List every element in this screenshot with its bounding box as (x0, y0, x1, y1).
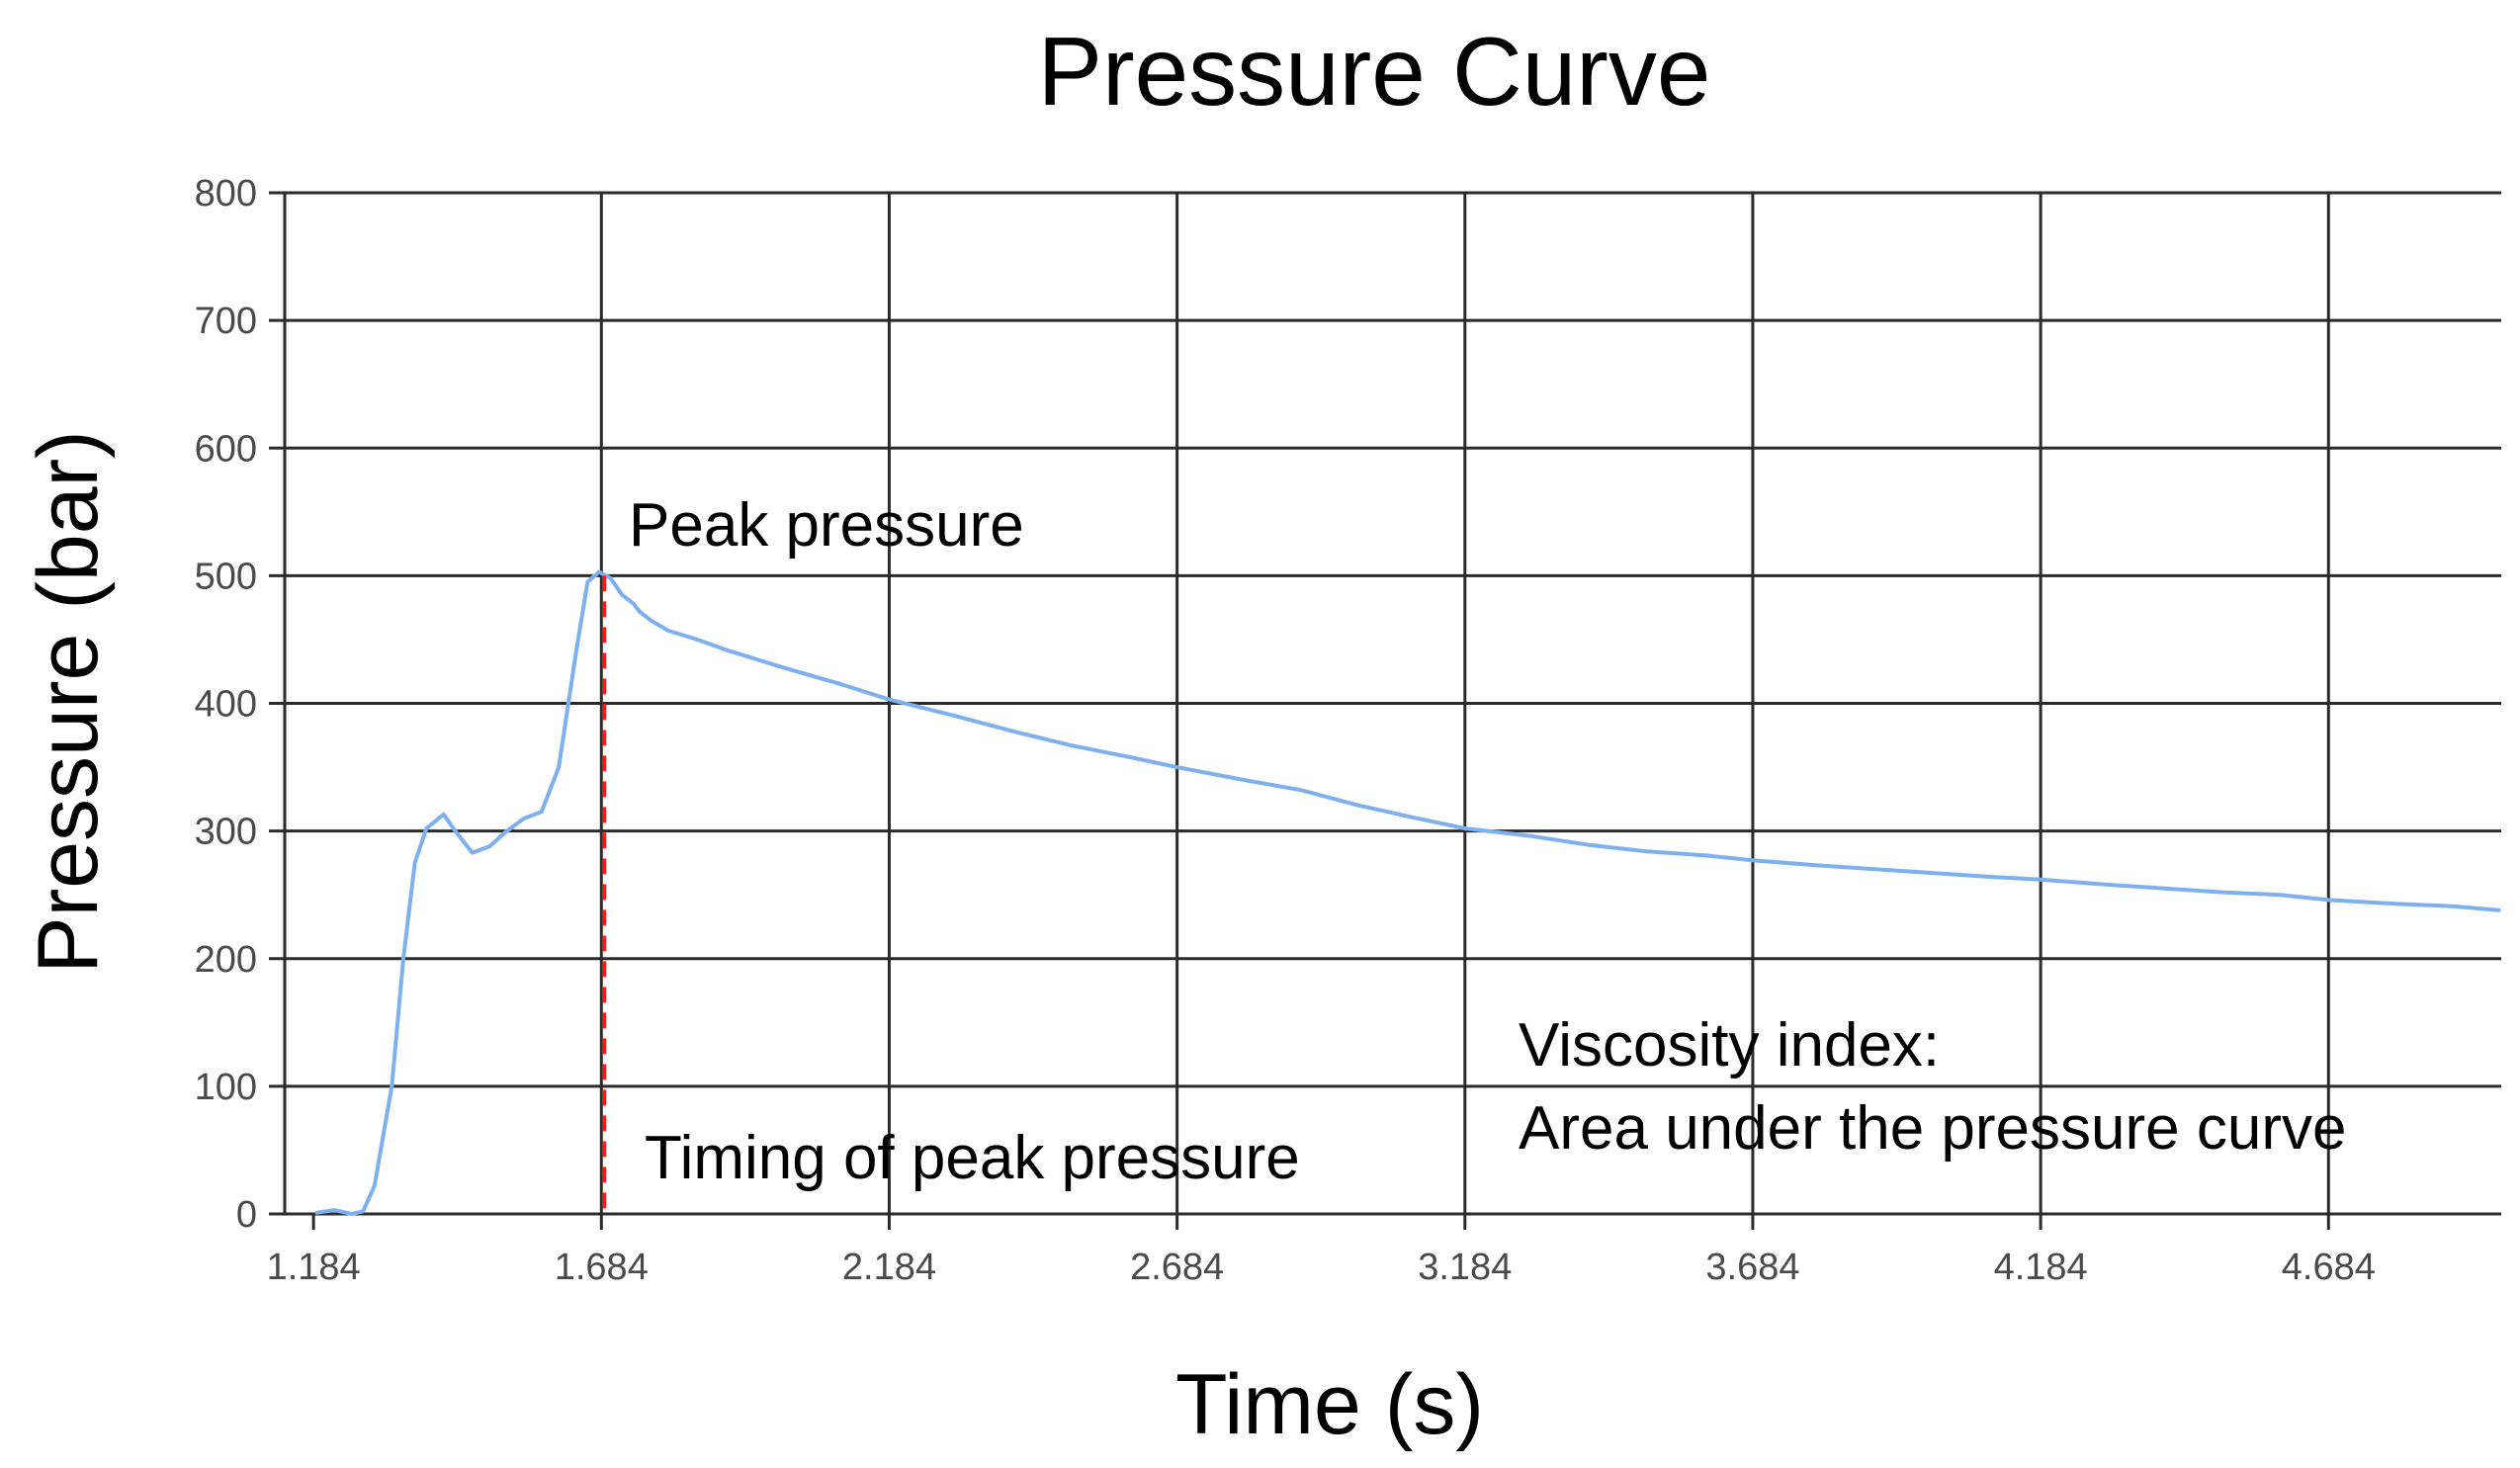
y-tick-labels: 0 100 200 300 400 500 600 700 800 (195, 173, 257, 1236)
x-tick-label: 2.184 (842, 1247, 936, 1288)
grid-layer (269, 191, 2501, 1230)
y-tick-label: 0 (236, 1194, 257, 1236)
y-tick-label: 400 (195, 684, 257, 726)
x-tick-label: 1.184 (267, 1247, 361, 1288)
timing-of-peak-annotation: Timing of peak pressure (645, 1124, 1300, 1192)
viscosity-index-annotation: Viscosity index: (1519, 1011, 1940, 1079)
pressure-series-line (314, 569, 2501, 1216)
y-tick-label: 600 (195, 428, 257, 470)
x-tick-label: 4.184 (1994, 1247, 2088, 1288)
x-tick-label: 3.184 (1418, 1247, 1512, 1288)
x-tick-label: 4.684 (2282, 1247, 2376, 1288)
x-tick-label: 3.684 (1705, 1247, 1799, 1288)
peak-pressure-annotation: Peak pressure (629, 491, 1024, 560)
x-tick-labels: 1.184 1.684 2.184 2.684 3.184 3.684 4.184 4.684 (267, 1247, 2376, 1288)
y-tick-label: 300 (195, 812, 257, 853)
x-tick-label: 1.684 (555, 1247, 649, 1288)
y-axis-label: Pressure (bar) (21, 430, 116, 974)
y-tick-label: 200 (195, 939, 257, 981)
chart-title: Pressure Curve (1038, 17, 1711, 126)
y-tick-label: 500 (195, 556, 257, 597)
y-tick-label: 700 (195, 301, 257, 342)
x-tick-label: 2.684 (1130, 1247, 1224, 1288)
y-tick-label: 100 (195, 1067, 257, 1108)
x-axis-label: Time (s) (1175, 1357, 1484, 1452)
y-tick-label: 800 (195, 173, 257, 215)
area-under-curve-annotation: Area under the pressure curve (1519, 1094, 2346, 1163)
